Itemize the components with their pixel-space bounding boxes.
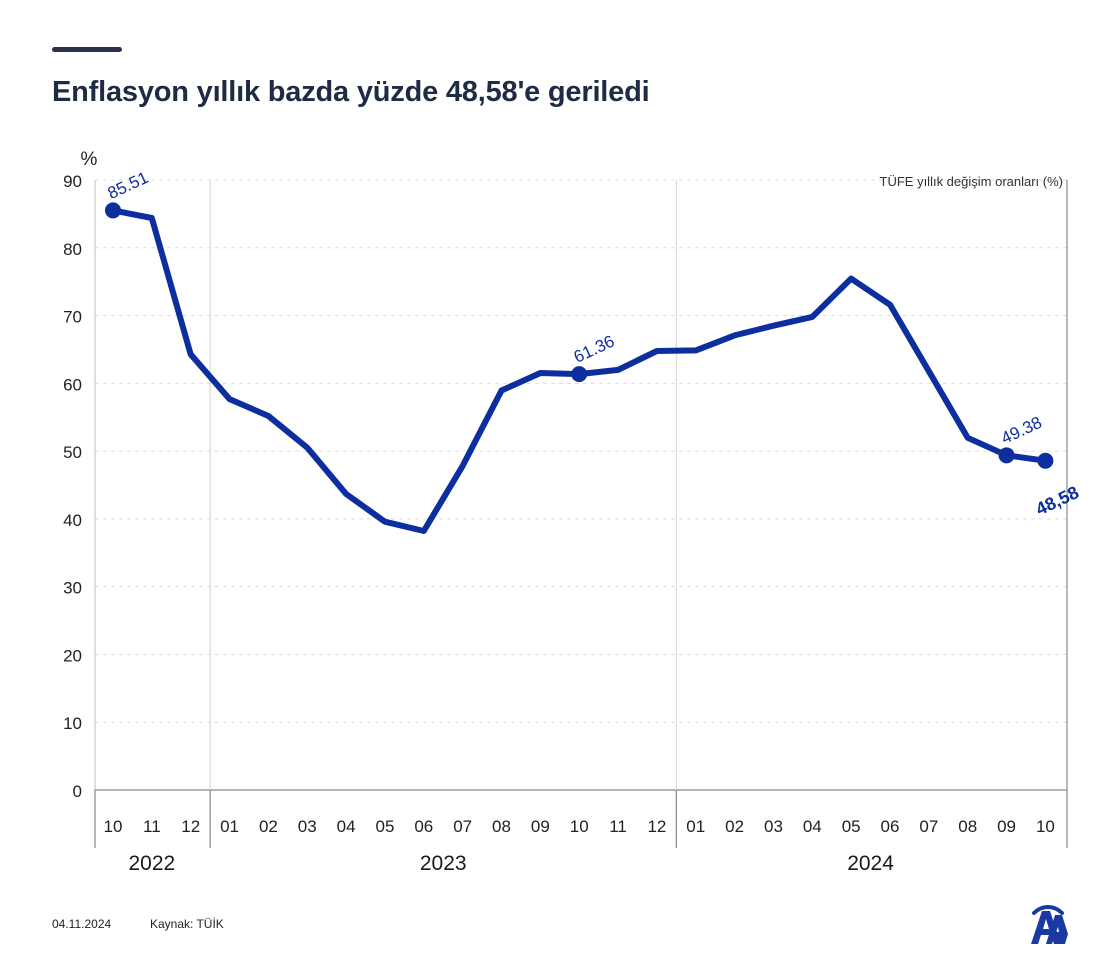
year-label: 2022 (128, 852, 175, 875)
x-tick-label: 07 (919, 817, 938, 836)
data-label: 48,58 (1033, 482, 1082, 519)
x-tick-label: 11 (143, 817, 161, 836)
x-tick-label: 06 (414, 817, 433, 836)
year-label: 2024 (847, 852, 894, 875)
x-tick-label: 10 (1036, 817, 1055, 836)
y-tick-label: 10 (63, 714, 82, 733)
year-label: 2023 (420, 852, 467, 875)
x-tick-label: 03 (298, 817, 317, 836)
y-tick-label: 50 (63, 443, 82, 462)
data-point (998, 447, 1015, 464)
x-tick-label: 11 (609, 817, 627, 836)
x-tick-label: 12 (181, 817, 200, 836)
x-tick-label: 09 (997, 817, 1016, 836)
x-tick-label: 02 (259, 817, 278, 836)
data-point (105, 202, 121, 219)
x-tick-label: 06 (881, 817, 900, 836)
x-tick-label: 10 (570, 817, 589, 836)
data-point (1037, 452, 1054, 469)
y-tick-label: 40 (63, 511, 82, 530)
x-tick-label: 03 (764, 817, 783, 836)
y-tick-label: 70 (63, 308, 82, 327)
data-label: 85.51 (105, 168, 152, 203)
x-tick-label: 08 (958, 817, 977, 836)
x-tick-label: 12 (647, 817, 666, 836)
y-tick-label: 30 (63, 579, 82, 598)
footer-date: 04.11.2024 (52, 917, 112, 931)
y-tick-label: 60 (63, 375, 82, 394)
x-tick-label: 01 (686, 817, 705, 836)
y-tick-label: 20 (63, 646, 82, 665)
x-tick-label: 04 (337, 817, 356, 836)
footer-source: Kaynak: TÜİK (150, 917, 224, 931)
x-tick-label: 05 (375, 817, 394, 836)
x-tick-label: 08 (492, 817, 511, 836)
y-tick-label: 0 (73, 782, 82, 801)
legend-label: TÜFE yıllık değişim oranları (%) (880, 174, 1063, 189)
x-tick-label: 09 (531, 817, 550, 836)
data-point (571, 366, 588, 383)
aa-logo-icon (1031, 905, 1068, 944)
x-tick-label: 10 (104, 817, 123, 836)
x-tick-label: 04 (803, 817, 822, 836)
x-tick-label: 05 (842, 817, 861, 836)
x-tick-label: 02 (725, 817, 744, 836)
y-tick-label: 80 (63, 240, 82, 259)
page-title: Enflasyon yıllık bazda yüzde 48,58'e ger… (52, 76, 650, 108)
y-axis-label: % (81, 149, 98, 170)
y-tick-label: 90 (63, 172, 82, 191)
data-label: 61.36 (571, 332, 618, 367)
x-tick-label: 07 (453, 817, 472, 836)
data-label: 49.38 (998, 413, 1045, 448)
x-tick-label: 01 (220, 817, 239, 836)
header-accent-bar (52, 47, 122, 52)
